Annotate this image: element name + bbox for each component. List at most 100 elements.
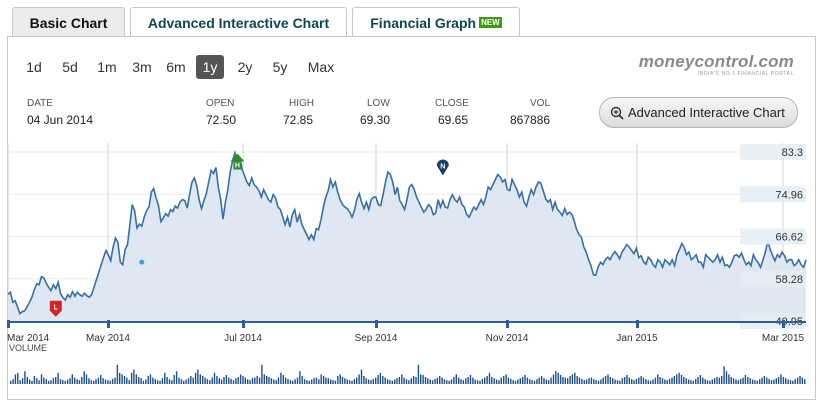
tab-basic-chart[interactable]: Basic Chart [12,7,125,37]
volume-bar [216,376,218,384]
open-value: 72.50 [206,113,237,127]
x-axis-tick [782,320,785,328]
range-5y[interactable]: 5y [266,55,294,79]
volume-bar [581,378,583,384]
volume-bar [540,376,543,384]
x-axis: Mar 2014 May 2014 Jul 2014 Sep 2014 Nov 2014… [7,320,806,353]
volume-bar [529,379,531,384]
range-1d[interactable]: 1d [21,55,47,79]
volume-bar [652,379,654,384]
volume-bar [777,377,780,384]
volume-bar [38,380,40,384]
y-label-box [740,270,806,287]
volume-bar [522,377,524,384]
range-3m[interactable]: 3m [128,55,156,79]
volume-bar [505,374,507,384]
range-1m[interactable]: 1m [92,55,122,79]
range-label: Max [307,59,335,75]
volume-bar [275,380,277,384]
tab-financial-graph[interactable]: Financial Graph NEW [352,7,520,37]
volume-bar [657,374,659,384]
volume-bar [628,377,630,384]
volume-bar [680,375,683,384]
volume-bar [199,374,201,384]
volume-bar [348,380,351,384]
volume-bar [545,379,548,384]
volume-bar [351,380,353,384]
volume-bar [140,378,142,384]
volume-bar [519,378,521,384]
volume-bar [500,377,502,384]
volume-bar [458,377,460,384]
range-label: 5y [272,59,288,75]
range-1y[interactable]: 1y [196,55,224,79]
volume-bar [557,372,559,384]
range-6m[interactable]: 6m [162,55,190,79]
volume-bar [372,378,374,384]
volume-bar [109,380,111,384]
volume-bar [31,380,33,384]
volume-bar [147,376,149,384]
volume-bar [228,377,230,384]
volume-bar [223,377,225,384]
volume-bar [474,379,476,384]
volume-bar [10,380,12,384]
advanced-interactive-chart-button[interactable]: Advanced Interactive Chart [599,97,798,128]
volume-bar [287,378,289,384]
volume-bar [704,379,706,384]
volume-bar [450,379,453,384]
volume-bar [649,380,652,384]
volume-bar [567,378,569,384]
volume-bar [768,378,770,384]
y-axis-label: 74.96 [775,189,803,201]
volume-bar [747,377,749,384]
volume-bar [780,374,782,384]
volume-bar [116,364,119,384]
tab-advanced-label: Advanced Interactive Chart [147,14,330,31]
volume-bar [609,377,611,384]
volume-bar [564,377,566,384]
close-value: 69.65 [438,113,469,127]
vol-label: VOL [530,98,551,109]
volume-bar [593,379,595,384]
volume-bar [683,377,685,384]
volume-bar [270,378,273,384]
volume-bar [220,379,223,384]
volume-bar [242,376,244,384]
volume-bar [773,379,775,384]
range-5d[interactable]: 5d [56,55,84,79]
y-label-box [740,228,806,245]
volume-bar [493,378,495,384]
chart-markers: L H N [49,153,449,317]
volume-bar [194,372,197,384]
volume-bar [789,380,792,384]
range-2y[interactable]: 2y [231,55,259,79]
tab-advanced-interactive-chart[interactable]: Advanced Interactive Chart [130,7,347,37]
volume-bar [488,372,491,384]
x-axis-label: Jan 2015 [616,333,658,344]
volume-bar [81,377,83,384]
volume-bar [661,378,664,384]
volume-bar [142,380,145,384]
volume-bar [375,377,377,384]
volume-bar [230,378,232,384]
volume-bar [284,377,287,384]
moneycontrol-logo[interactable]: moneycontrol.com INDIA'S NO.1 FINANCIAL … [622,52,794,77]
volume-bar [71,374,73,384]
volume-bar [799,376,801,384]
volume-bar [377,375,379,384]
volume-bar [706,380,709,384]
volume-bar [431,380,434,384]
x-axis-tick [107,320,110,328]
volume-bar [495,379,498,384]
x-axis-label: Mar 2014 [7,333,50,344]
open-label: OPEN [206,98,235,109]
volume-bar [737,380,739,384]
volume-bar [52,378,55,384]
price-line [7,149,807,316]
volume-bar [517,379,519,384]
range-max[interactable]: Max [302,55,340,79]
volume-bar [97,377,100,384]
volume-bar [100,375,102,384]
volume-bar [29,379,31,384]
